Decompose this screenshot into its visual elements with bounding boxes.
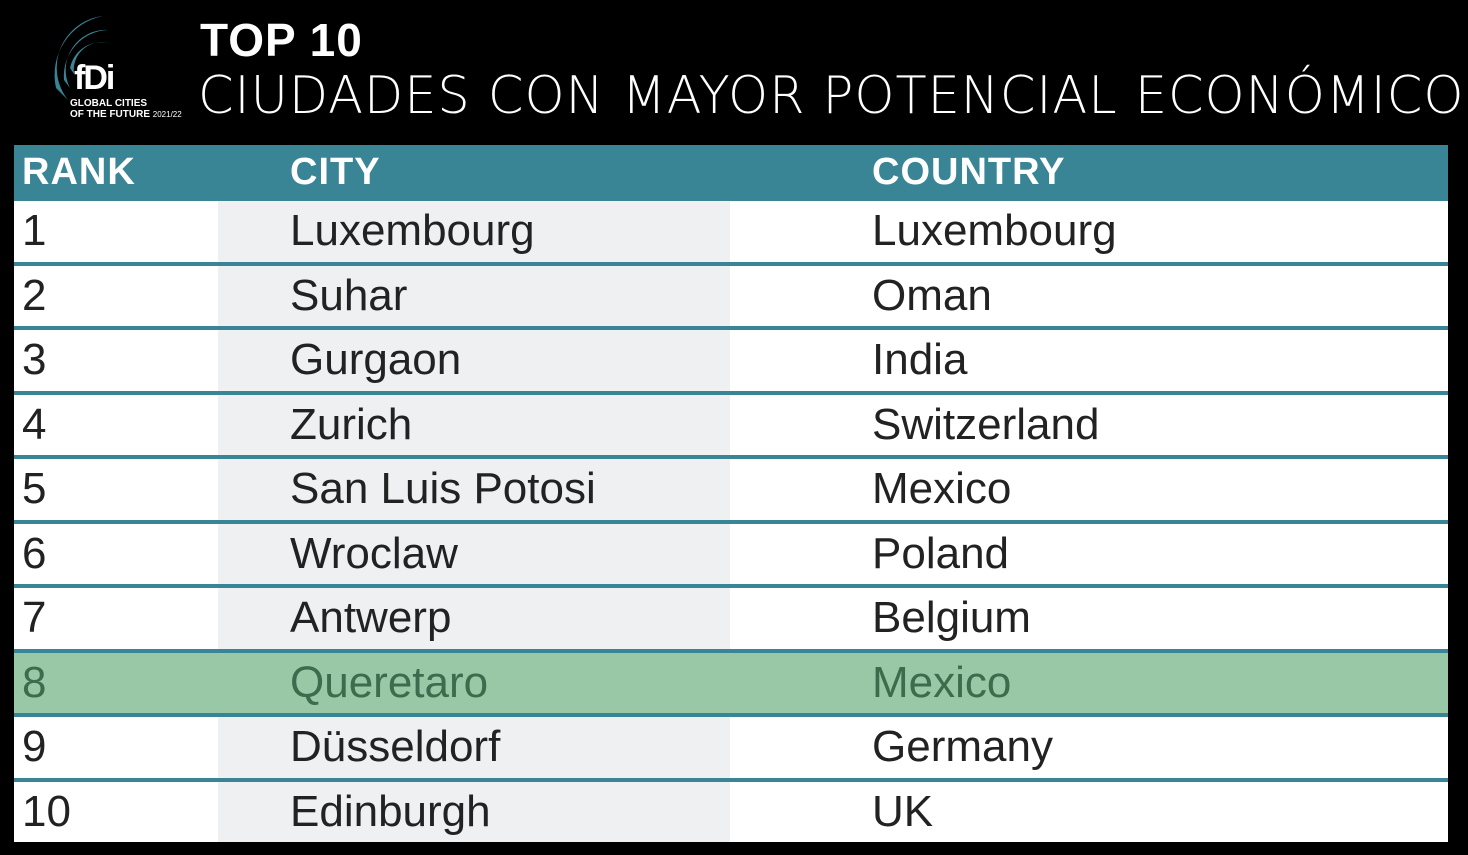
city-cell: Edinburgh xyxy=(290,786,491,836)
city-cell-bg xyxy=(218,265,730,326)
rank-cell: 7 xyxy=(22,593,47,642)
rank-cell: 5 xyxy=(22,464,47,513)
city-cell-bg xyxy=(218,330,730,391)
logo-year: 2021/22 xyxy=(152,110,182,119)
city-cell: Gurgaon xyxy=(290,335,462,384)
rank-cell: 10 xyxy=(22,786,71,836)
country-cell: Germany xyxy=(872,722,1053,771)
city-cell: Antwerp xyxy=(290,593,452,642)
country-cell: UK xyxy=(872,786,934,836)
country-cell: India xyxy=(872,335,968,384)
rank-cell: 2 xyxy=(22,270,47,320)
city-cell-bg xyxy=(218,781,730,842)
country-cell: Poland xyxy=(872,528,1010,578)
title-top: TOP 10 xyxy=(200,14,363,66)
country-cell: Oman xyxy=(872,270,992,320)
table-row: 3 Gurgaon India xyxy=(14,330,1448,391)
rank-cell: 6 xyxy=(22,528,47,578)
rank-cell: 4 xyxy=(22,399,47,449)
table-row: 2 Suhar Oman xyxy=(14,265,1448,326)
country-cell: Mexico xyxy=(872,464,1012,513)
header-country: COUNTRY xyxy=(872,151,1066,193)
rank-cell: 1 xyxy=(22,206,47,255)
header-rank: RANK xyxy=(22,151,136,193)
fdi-logo: fDi GLOBAL CITIES OF THE FUTURE 2021/22 xyxy=(8,8,198,126)
arc-logo-icon xyxy=(54,16,112,100)
city-cell: Luxembourg xyxy=(290,206,535,255)
table-row: 8 Queretaro Mexico xyxy=(14,652,1448,713)
table-body: 1 Luxembourg Luxembourg 2 Suhar Oman 3 G… xyxy=(14,201,1448,842)
table-row: 6 Wroclaw Poland xyxy=(14,523,1448,584)
country-cell: Mexico xyxy=(872,657,1012,707)
table-row: 5 San Luis Potosi Mexico xyxy=(14,459,1448,520)
table-header: RANK CITY COUNTRY xyxy=(14,145,1448,197)
city-cell: San Luis Potosi xyxy=(290,464,596,513)
city-cell: Wroclaw xyxy=(290,528,458,578)
city-cell-bg xyxy=(218,459,730,520)
country-cell: Switzerland xyxy=(872,399,1100,449)
header-city: CITY xyxy=(290,151,381,193)
country-cell: Luxembourg xyxy=(872,206,1117,255)
city-cell-bg xyxy=(218,394,730,455)
city-cell-bg xyxy=(218,717,730,778)
table-row: 1 Luxembourg Luxembourg xyxy=(14,201,1448,262)
city-cell-bg xyxy=(218,201,730,262)
city-cell: Queretaro xyxy=(290,657,489,707)
ranking-table: RANK CITY COUNTRY 1 Luxembourg Luxembour… xyxy=(14,145,1448,842)
table-row: 9 Düsseldorf Germany xyxy=(14,717,1448,778)
title-subtitle: CIUDADES CON MAYOR POTENCIAL ECONÓMICO xyxy=(198,66,1465,126)
table-row: 7 Antwerp Belgium xyxy=(14,588,1448,649)
logo-subtitle-line2: OF THE FUTURE xyxy=(70,109,150,120)
city-cell-bg xyxy=(218,588,730,649)
logo-brand: fDi xyxy=(74,59,115,97)
table-row: 4 Zurich Switzerland xyxy=(14,394,1448,455)
logo-subtitle: GLOBAL CITIES OF THE FUTURE 2021/22 xyxy=(70,98,182,120)
city-cell: Zurich xyxy=(290,399,413,449)
city-cell-bg xyxy=(218,652,730,713)
city-cell: Suhar xyxy=(290,270,408,320)
city-cell-bg xyxy=(218,523,730,584)
rank-cell: 3 xyxy=(22,335,47,384)
city-cell: Düsseldorf xyxy=(290,722,501,771)
country-cell: Belgium xyxy=(872,593,1031,642)
table-row: 10 Edinburgh UK xyxy=(14,781,1448,842)
logo-subtitle-line1: GLOBAL CITIES xyxy=(70,98,148,109)
rank-cell: 8 xyxy=(22,657,47,707)
rank-cell: 9 xyxy=(22,722,47,771)
